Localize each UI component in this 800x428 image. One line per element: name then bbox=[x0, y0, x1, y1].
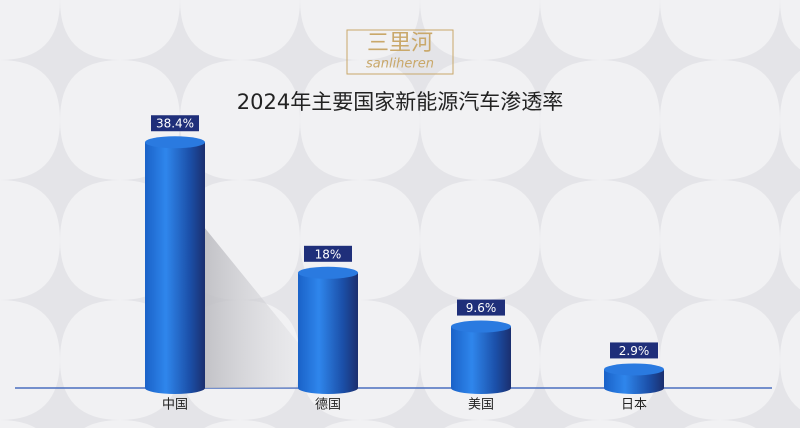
x-tick-label: 中国 bbox=[162, 398, 188, 413]
bar-top bbox=[298, 266, 358, 279]
chart-title: 2024年主要国家新能源汽车渗透率 bbox=[237, 90, 563, 114]
value-label: 2.9% bbox=[619, 344, 650, 358]
value-label-box bbox=[457, 299, 505, 316]
x-tick-label: 美国 bbox=[468, 398, 494, 413]
bar-top bbox=[604, 363, 664, 376]
value-label-box bbox=[610, 342, 658, 359]
x-tick-label: 日本 bbox=[621, 398, 647, 413]
value-label-box bbox=[304, 245, 352, 262]
bar bbox=[145, 142, 205, 394]
bar-top bbox=[145, 136, 205, 149]
value-label: 18% bbox=[315, 247, 342, 261]
logo-name: 三里河 bbox=[367, 31, 433, 56]
value-label: 38.4% bbox=[156, 117, 194, 131]
value-label-box bbox=[151, 115, 199, 132]
value-label: 9.6% bbox=[466, 301, 497, 315]
logo-subtitle: sanliheren bbox=[366, 57, 434, 72]
logo-frame bbox=[346, 29, 454, 75]
bar bbox=[604, 369, 664, 394]
bar bbox=[298, 272, 358, 394]
bar-top bbox=[451, 320, 511, 333]
x-tick-label: 德国 bbox=[315, 398, 341, 413]
bar bbox=[451, 326, 511, 394]
